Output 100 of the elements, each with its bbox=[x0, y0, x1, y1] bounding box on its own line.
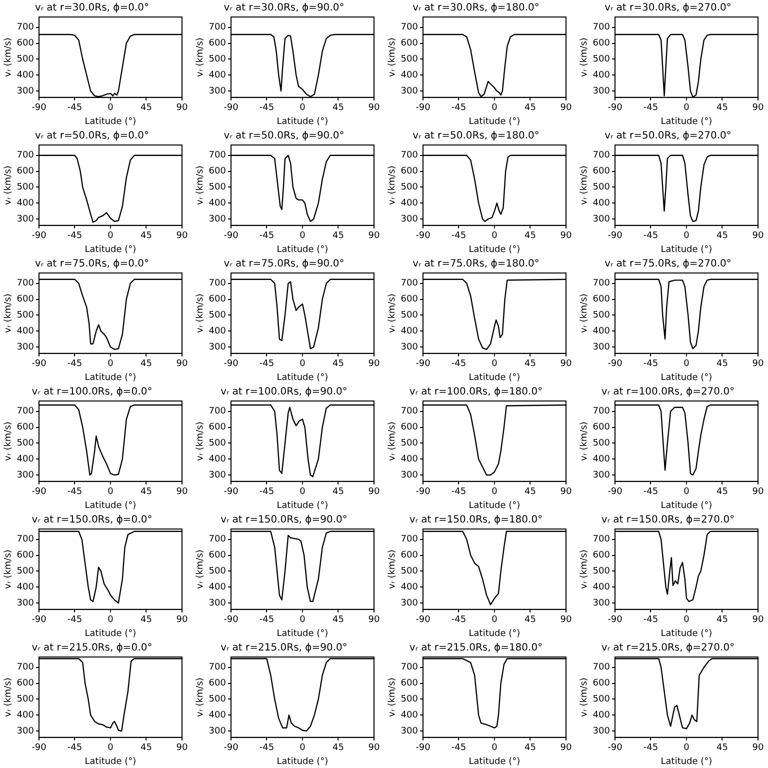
x-tick-label: -45 bbox=[67, 743, 82, 754]
y-axis-title: vᵣ (km/s) bbox=[388, 38, 398, 77]
x-tick-label: 90 bbox=[176, 615, 188, 626]
chart-title: vᵣ at r=50.0Rs, ϕ=180.0° bbox=[412, 130, 540, 142]
y-tick-label: 500 bbox=[16, 566, 34, 577]
y-tick-label: 700 bbox=[592, 534, 610, 545]
chart-title: vᵣ at r=215.0Rs, ϕ=0.0° bbox=[32, 642, 152, 654]
x-tick-label: -45 bbox=[643, 231, 658, 242]
y-axis-title: vᵣ (km/s) bbox=[4, 166, 14, 205]
y-tick-label: 600 bbox=[400, 166, 418, 177]
x-axis-title: Latitude (°) bbox=[84, 628, 136, 639]
y-axis-title: vᵣ (km/s) bbox=[196, 294, 206, 333]
x-tick-label: -90 bbox=[608, 231, 623, 242]
y-tick-label: 600 bbox=[592, 166, 610, 177]
x-axis-title: Latitude (°) bbox=[276, 628, 328, 639]
y-tick-label: 400 bbox=[592, 326, 610, 336]
x-tick-label: 90 bbox=[752, 359, 764, 370]
y-tick-label: 300 bbox=[16, 726, 34, 736]
y-tick-label: 500 bbox=[208, 182, 226, 193]
x-tick-label: -90 bbox=[32, 103, 47, 114]
y-tick-label: 400 bbox=[16, 326, 34, 336]
y-tick-label: 600 bbox=[16, 294, 34, 305]
y-tick-label: 700 bbox=[16, 534, 34, 545]
x-tick-label: -90 bbox=[224, 359, 239, 370]
chart-title: vᵣ at r=75.0Rs, ϕ=180.0° bbox=[412, 258, 540, 270]
x-tick-label: 45 bbox=[332, 103, 344, 114]
chart-title: vᵣ at r=215.0Rs, ϕ=180.0° bbox=[409, 642, 543, 654]
y-tick-label: 700 bbox=[16, 22, 34, 33]
x-tick-label: -45 bbox=[451, 359, 466, 370]
y-tick-label: 400 bbox=[208, 198, 226, 208]
y-tick-label: 400 bbox=[208, 582, 226, 592]
x-tick-label: -90 bbox=[416, 359, 431, 370]
y-tick-label: 300 bbox=[16, 470, 34, 480]
x-tick-label: 0 bbox=[108, 743, 114, 754]
chart-title: vᵣ at r=100.0Rs, ϕ=90.0° bbox=[220, 386, 348, 398]
x-tick-label: -90 bbox=[608, 359, 623, 370]
x-axis-title: Latitude (°) bbox=[276, 244, 328, 255]
x-tick-label: -90 bbox=[416, 231, 431, 242]
y-tick-label: 400 bbox=[592, 198, 610, 208]
x-tick-label: 90 bbox=[752, 487, 764, 498]
y-tick-label: 500 bbox=[592, 182, 610, 193]
x-tick-label: 0 bbox=[108, 359, 114, 370]
chart-title: vᵣ at r=30.0Rs, ϕ=90.0° bbox=[224, 2, 344, 14]
x-axis-title: Latitude (°) bbox=[660, 500, 712, 511]
x-axis-title: Latitude (°) bbox=[276, 116, 328, 127]
x-tick-label: -90 bbox=[416, 743, 431, 754]
x-tick-label: 45 bbox=[524, 615, 536, 626]
x-axis-title: Latitude (°) bbox=[84, 500, 136, 511]
y-tick-label: 700 bbox=[400, 406, 418, 417]
x-tick-label: 0 bbox=[300, 615, 306, 626]
chart-title: vᵣ at r=30.0Rs, ϕ=180.0° bbox=[412, 2, 540, 14]
x-tick-label: -90 bbox=[416, 487, 431, 498]
y-tick-label: 600 bbox=[208, 678, 226, 689]
y-tick-label: 500 bbox=[16, 54, 34, 65]
x-tick-label: 0 bbox=[684, 487, 690, 498]
y-tick-label: 500 bbox=[208, 438, 226, 449]
y-tick-label: 300 bbox=[400, 86, 418, 96]
x-tick-label: 45 bbox=[140, 743, 152, 754]
x-tick-label: 0 bbox=[108, 103, 114, 114]
x-tick-label: -90 bbox=[32, 231, 47, 242]
x-axis-title: Latitude (°) bbox=[468, 756, 520, 767]
y-tick-label: 700 bbox=[208, 534, 226, 545]
x-tick-label: -45 bbox=[67, 103, 82, 114]
y-tick-label: 700 bbox=[592, 150, 610, 161]
chart-title: vᵣ at r=75.0Rs, ϕ=270.0° bbox=[604, 258, 732, 270]
y-axis-title: vᵣ (km/s) bbox=[196, 678, 206, 717]
y-tick-label: 500 bbox=[592, 310, 610, 321]
x-tick-label: 0 bbox=[684, 231, 690, 242]
y-tick-label: 300 bbox=[400, 214, 418, 224]
y-axis-title: vᵣ (km/s) bbox=[580, 422, 590, 461]
x-tick-label: -45 bbox=[451, 231, 466, 242]
chart-title: vᵣ at r=215.0Rs, ϕ=90.0° bbox=[220, 642, 348, 654]
x-tick-label: 0 bbox=[492, 231, 498, 242]
x-tick-label: 45 bbox=[716, 615, 728, 626]
x-tick-label: 45 bbox=[716, 103, 728, 114]
x-tick-label: 0 bbox=[300, 487, 306, 498]
y-tick-label: 500 bbox=[400, 566, 418, 577]
y-tick-label: 700 bbox=[208, 406, 226, 417]
chart-title: vᵣ at r=150.0Rs, ϕ=0.0° bbox=[32, 514, 152, 526]
chart-title: vᵣ at r=215.0Rs, ϕ=270.0° bbox=[601, 642, 735, 654]
y-tick-label: 700 bbox=[592, 406, 610, 417]
x-tick-label: -90 bbox=[32, 743, 47, 754]
x-axis-title: Latitude (°) bbox=[660, 756, 712, 767]
y-axis-title: vᵣ (km/s) bbox=[580, 294, 590, 333]
x-tick-label: 45 bbox=[716, 231, 728, 242]
x-tick-label: -90 bbox=[32, 615, 47, 626]
y-tick-label: 300 bbox=[400, 470, 418, 480]
y-tick-label: 600 bbox=[16, 550, 34, 561]
y-axis-title: vᵣ (km/s) bbox=[388, 166, 398, 205]
x-axis-title: Latitude (°) bbox=[84, 372, 136, 383]
y-tick-label: 400 bbox=[16, 582, 34, 592]
x-tick-label: -90 bbox=[608, 743, 623, 754]
x-tick-label: -90 bbox=[32, 359, 47, 370]
chart-title: vᵣ at r=150.0Rs, ϕ=90.0° bbox=[220, 514, 348, 526]
y-tick-label: 300 bbox=[208, 726, 226, 736]
y-axis-title: vᵣ (km/s) bbox=[580, 550, 590, 589]
y-tick-label: 600 bbox=[16, 422, 34, 433]
x-tick-label: 0 bbox=[300, 743, 306, 754]
y-tick-label: 600 bbox=[208, 294, 226, 305]
y-tick-label: 500 bbox=[592, 438, 610, 449]
